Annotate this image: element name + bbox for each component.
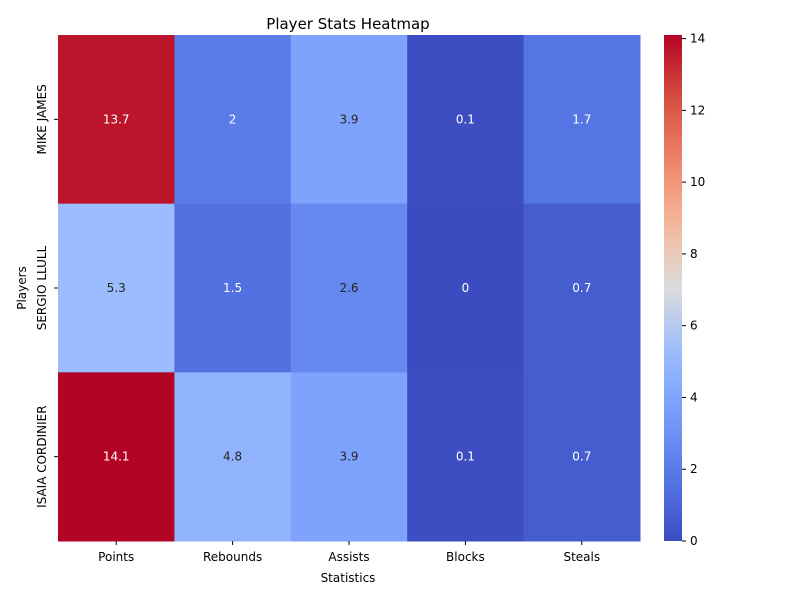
heatmap-cell xyxy=(290,203,408,373)
heatmap-cell xyxy=(523,372,641,542)
cell-value-label: 0.7 xyxy=(572,450,591,464)
x-tick-label: Blocks xyxy=(446,550,485,564)
x-tick-label: Assists xyxy=(328,550,369,564)
cell-value-label: 1.7 xyxy=(572,112,591,126)
heatmap-cell xyxy=(174,372,292,542)
heatmap-cell xyxy=(407,35,525,205)
x-axis-label: Statistics xyxy=(321,571,376,585)
y-axis-label: Players xyxy=(15,266,29,310)
cell-value-label: 2.6 xyxy=(339,281,358,295)
cell-value-label: 0 xyxy=(462,281,470,295)
cell-value-label: 1.5 xyxy=(223,281,242,295)
colorbar xyxy=(664,35,682,541)
cell-value-label: 0.1 xyxy=(456,450,475,464)
y-tick-label: ISAIA CORDINIER xyxy=(35,405,49,508)
heatmap-cells: 13.7 2 3.9 0.1 1.7 5.3 1.5 2.6 0 0.7 14.1 4.8 3.9 0.1… xyxy=(58,35,641,542)
heatmap-cell xyxy=(290,35,408,205)
y-tick-label: SERGIO LLULL xyxy=(35,245,49,330)
colorbar-tick-label: 2 xyxy=(690,462,698,476)
heatmap-cell xyxy=(58,372,175,542)
colorbar-tick-label: 6 xyxy=(690,319,698,333)
heatmap-cell xyxy=(58,35,175,205)
heatmap-cell xyxy=(174,35,292,205)
x-tick-label: Points xyxy=(98,550,134,564)
cell-value-label: 3.9 xyxy=(339,112,358,126)
heatmap-cell xyxy=(58,203,175,373)
heatmap-cell xyxy=(407,203,525,373)
y-tick-label: MIKE JAMES xyxy=(35,84,49,154)
y-axis-ticks: MIKE JAMES SERGIO LLULL ISAIA CORDINIER xyxy=(35,84,58,508)
colorbar-tick-label: 14 xyxy=(690,32,705,46)
cell-value-label: 3.9 xyxy=(339,450,358,464)
x-tick-label: Rebounds xyxy=(203,550,262,564)
heatmap-cell xyxy=(523,35,641,205)
cell-value-label: 14.1 xyxy=(103,450,130,464)
colorbar-ticks: 0 2 4 6 8 10 12 14 xyxy=(682,32,705,548)
cell-value-label: 5.3 xyxy=(107,281,126,295)
heatmap-cell xyxy=(407,372,525,542)
cell-value-label: 0.1 xyxy=(456,112,475,126)
x-axis-ticks: Points Rebounds Assists Blocks Steals xyxy=(98,541,600,564)
colorbar-tick-label: 8 xyxy=(690,247,698,261)
cell-value-label: 4.8 xyxy=(223,450,242,464)
colorbar-tick-label: 12 xyxy=(690,103,705,117)
heatmap-cell xyxy=(290,372,408,542)
colorbar-tick-label: 10 xyxy=(690,175,705,189)
cell-value-label: 13.7 xyxy=(103,112,130,126)
colorbar-tick-label: 0 xyxy=(690,534,698,548)
chart-title: Player Stats Heatmap xyxy=(266,15,429,33)
colorbar-tick-label: 4 xyxy=(690,390,698,404)
cell-value-label: 0.7 xyxy=(572,281,591,295)
heatmap-cell xyxy=(523,203,641,373)
cell-value-label: 2 xyxy=(229,112,237,126)
x-tick-label: Steals xyxy=(563,550,600,564)
heatmap-cell xyxy=(174,203,292,373)
